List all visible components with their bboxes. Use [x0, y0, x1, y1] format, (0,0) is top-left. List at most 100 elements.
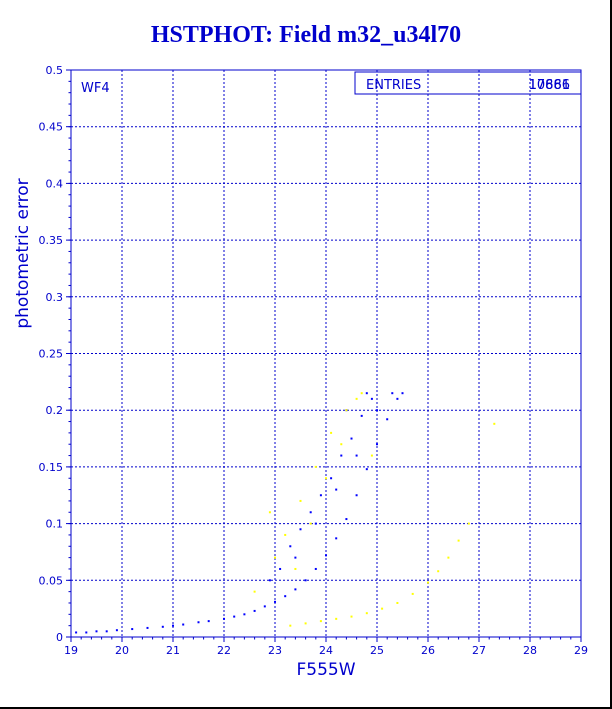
y-tick-label: 0.2: [46, 404, 64, 417]
data-point: [330, 431, 333, 434]
y-tick-label: 0.5: [46, 64, 64, 77]
x-axis-label: F555W: [296, 660, 355, 680]
x-tick-label: 24: [319, 644, 333, 657]
data-point: [360, 392, 363, 395]
y-tick-label: 0.45: [39, 121, 64, 134]
chart-title: HSTPHOT: Field m32_u34l70: [150, 22, 462, 48]
data-point: [319, 494, 322, 497]
data-point: [365, 612, 368, 615]
data-point: [370, 397, 373, 400]
data-point: [493, 422, 496, 425]
data-point: [197, 621, 200, 624]
data-point: [345, 409, 348, 412]
stats-entries-value-2: 10881: [529, 78, 570, 93]
stats-box-frame: [354, 71, 582, 95]
data-point: [376, 443, 378, 446]
data-point: [299, 499, 302, 502]
x-tick-label: 26: [421, 644, 435, 657]
data-point: [284, 533, 287, 536]
y-axis-label: photometric error: [13, 178, 33, 328]
data-point: [294, 556, 297, 559]
y-tick-label: 0.3: [46, 291, 64, 304]
data-point: [268, 511, 271, 514]
data-point: [263, 605, 266, 608]
x-tick-label: 19: [64, 644, 78, 657]
x-tick-label: 27: [472, 644, 486, 657]
data-point: [355, 397, 358, 400]
data-point: [381, 607, 384, 610]
data-point: [223, 617, 225, 620]
ticks: 19 20 21 22 23 24 25 26 27 28 29 0 0.05 0.1 0.15 0.2 0.2…: [39, 64, 589, 657]
data-point: [319, 620, 322, 623]
data-point: [355, 454, 358, 457]
y-tick-label: 0.25: [39, 348, 64, 361]
data-point: [161, 625, 164, 628]
data-point: [284, 595, 287, 598]
stats-entries-label: ENTRIES: [366, 78, 421, 93]
data-point: [401, 392, 404, 395]
x-tick-label: 21: [166, 644, 180, 657]
chip-label: WF4: [81, 81, 110, 96]
grid: [70, 69, 582, 638]
x-tick-label: 28: [523, 644, 537, 657]
data-point: [314, 567, 317, 570]
data-point: [355, 494, 358, 497]
data-point: [146, 626, 149, 629]
y-tick-label: 0.1: [46, 518, 64, 531]
data-point: [233, 615, 236, 618]
data-point: [350, 615, 353, 618]
data-point: [365, 468, 368, 471]
data-point: [335, 617, 338, 620]
data-point: [427, 581, 429, 584]
y-tick-label: 0: [56, 631, 63, 644]
x-tick-label: 20: [115, 644, 129, 657]
data-point: [340, 454, 343, 457]
x-tick-label: 29: [574, 644, 588, 657]
data-point: [85, 631, 88, 634]
data-point: [396, 601, 399, 604]
data-point: [105, 630, 108, 633]
data-point: [314, 522, 317, 525]
x-tick-label: 22: [217, 644, 231, 657]
data-point: [467, 522, 470, 525]
y-tick-label: 0.35: [39, 234, 64, 247]
data-point: [95, 630, 98, 633]
data-point: [309, 522, 312, 525]
data-point: [360, 414, 363, 417]
data-point: [75, 631, 78, 634]
data-point: [274, 556, 276, 559]
data-point: [294, 567, 297, 570]
data-point: [365, 392, 368, 395]
data-point: [243, 613, 246, 616]
data-point: [340, 443, 343, 446]
data-point: [115, 629, 118, 632]
data-point: [304, 579, 307, 582]
y-tick-label: 0.4: [46, 177, 64, 190]
data-point: [268, 579, 271, 582]
data-point: [299, 528, 302, 531]
data-point: [335, 488, 338, 491]
data-point: [447, 556, 450, 559]
data-point: [274, 600, 276, 603]
data-point: [330, 477, 333, 480]
data-point: [325, 477, 327, 480]
data-point: [279, 567, 282, 570]
x-tick-label: 23: [268, 644, 282, 657]
data-point: [325, 554, 327, 557]
data-point: [182, 623, 185, 626]
data-point: [411, 592, 414, 595]
y-tick-label: 0.15: [39, 461, 64, 474]
data-point: [253, 590, 256, 593]
data-point: [335, 537, 338, 540]
data-point: [314, 465, 317, 468]
stats-entries-value-1: 17666: [529, 78, 570, 93]
data-point: [253, 609, 256, 612]
data-point: [457, 539, 460, 542]
data-point: [396, 397, 399, 400]
data-point: [304, 622, 307, 625]
data-point: [309, 511, 312, 514]
data-point: [289, 624, 292, 627]
data-point: [376, 409, 378, 412]
